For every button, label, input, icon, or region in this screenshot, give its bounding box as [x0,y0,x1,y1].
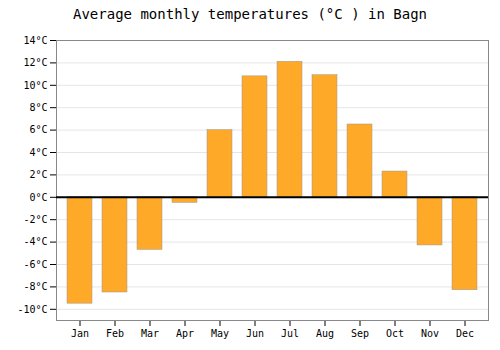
svg-text:Jul: Jul [281,328,299,339]
svg-text:10°C: 10°C [23,80,47,91]
svg-text:Nov: Nov [421,328,439,339]
svg-text:0°C: 0°C [29,192,47,203]
svg-text:Apr: Apr [176,328,194,339]
svg-text:-6°C: -6°C [23,259,47,270]
svg-text:8°C: 8°C [29,102,47,113]
svg-text:Oct: Oct [386,328,404,339]
svg-text:-2°C: -2°C [23,214,47,225]
svg-text:-8°C: -8°C [23,281,47,292]
svg-text:May: May [211,328,229,339]
svg-text:14°C: 14°C [23,35,47,46]
svg-text:Mar: Mar [141,328,159,339]
svg-text:Sep: Sep [351,328,369,339]
svg-text:Jun: Jun [246,328,264,339]
svg-text:-10°C: -10°C [17,304,47,315]
html-text:Average monthly temperatures (: Average monthly temperatures (°C ) in Ba… [73,6,427,22]
svg-text:4°C: 4°C [29,147,47,158]
svg-text:12°C: 12°C [23,57,47,68]
svg-text:2°C: 2°C [29,169,47,180]
svg-text:Aug: Aug [316,328,334,339]
svg-text:6°C: 6°C [29,124,47,135]
svg-text:-4°C: -4°C [23,236,47,247]
svg-text:Feb: Feb [106,328,124,339]
svg-text:Dec: Dec [456,328,474,339]
svg-text:Jan: Jan [71,328,89,339]
